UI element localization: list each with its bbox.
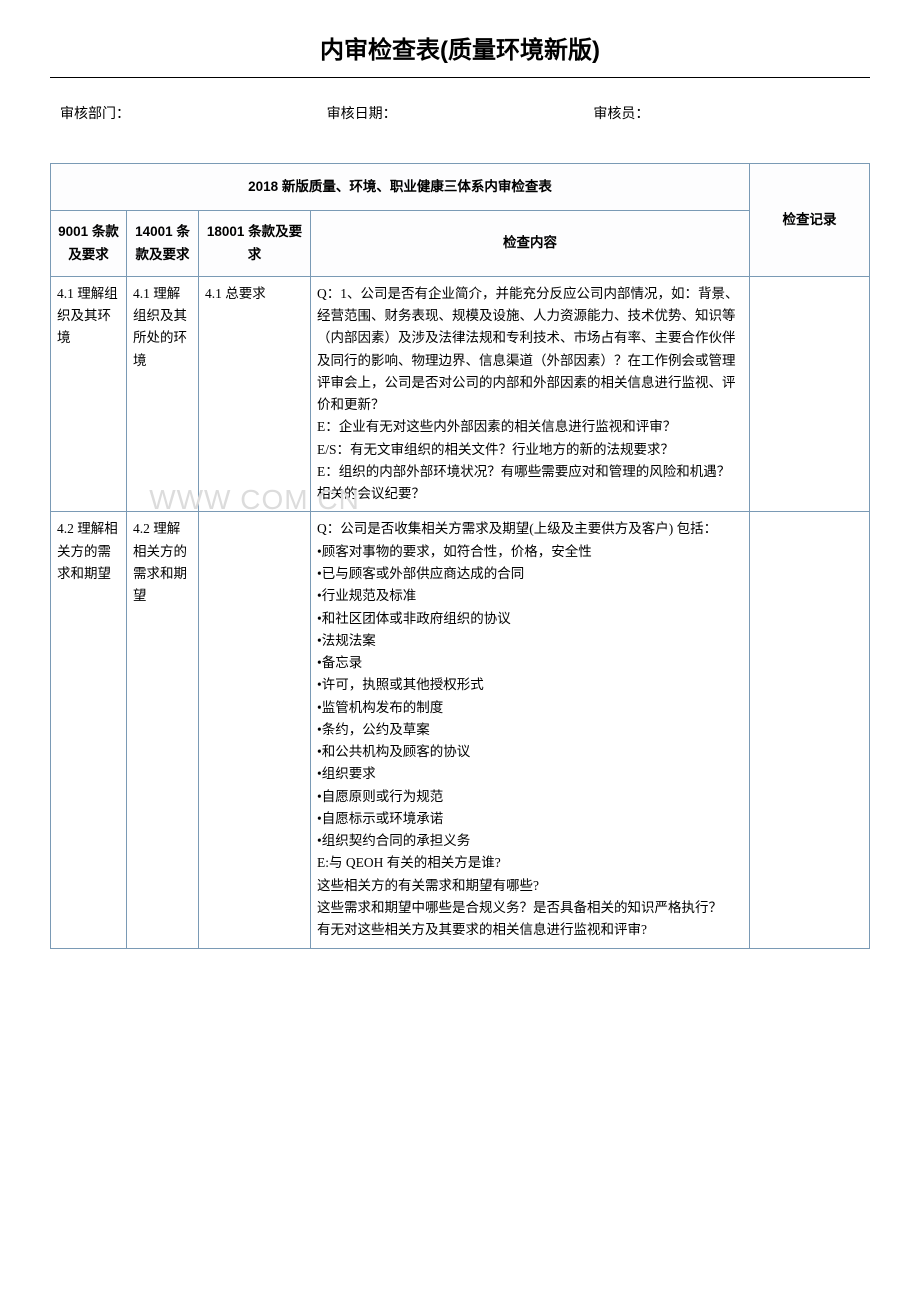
row2-col3 xyxy=(199,512,311,948)
header-records: 检查记录 xyxy=(750,164,870,277)
row2-col5 xyxy=(750,512,870,948)
header-9001: 9001 条款及要求 xyxy=(51,211,127,277)
row1-col2: 4.1 理解组织及其所处的环境 xyxy=(127,276,199,512)
row2-col2: 4.2 理解相关方的需求和期望 xyxy=(127,512,199,948)
row1-col5 xyxy=(750,276,870,512)
auditor-label: 审核员： xyxy=(593,103,860,123)
row1-col4: Q：1、公司是否有企业简介，并能充分反应公司内部情况，如：背景、经营范围、财务表… xyxy=(311,276,750,512)
row2-col4: Q：公司是否收集相关方需求及期望(上级及主要供方及客户) 包括：•顾客对事物的要… xyxy=(311,512,750,948)
row1-col3: 4.1 总要求 WWW COM CN xyxy=(199,276,311,512)
dept-label: 审核部门： xyxy=(60,103,327,123)
header-18001: 18001 条款及要求 xyxy=(199,211,311,277)
page-title: 内审检查表(质量环境新版) xyxy=(50,30,870,78)
audit-table: 2018 新版质量、环境、职业健康三体系内审检查表 检查记录 9001 条款及要… xyxy=(50,163,870,949)
date-label: 审核日期： xyxy=(327,103,594,123)
row1-col1: 4.1 理解组织及其环境 xyxy=(51,276,127,512)
row1-col3-text: 4.1 总要求 xyxy=(205,286,266,301)
row2-col1: 4.2 理解相关方的需求和期望 xyxy=(51,512,127,948)
meta-row: 审核部门： 审核日期： 审核员： xyxy=(50,103,870,123)
header-content: 检查内容 xyxy=(311,211,750,277)
table-title: 2018 新版质量、环境、职业健康三体系内审检查表 xyxy=(51,164,750,211)
header-14001: 14001 条款及要求 xyxy=(127,211,199,277)
